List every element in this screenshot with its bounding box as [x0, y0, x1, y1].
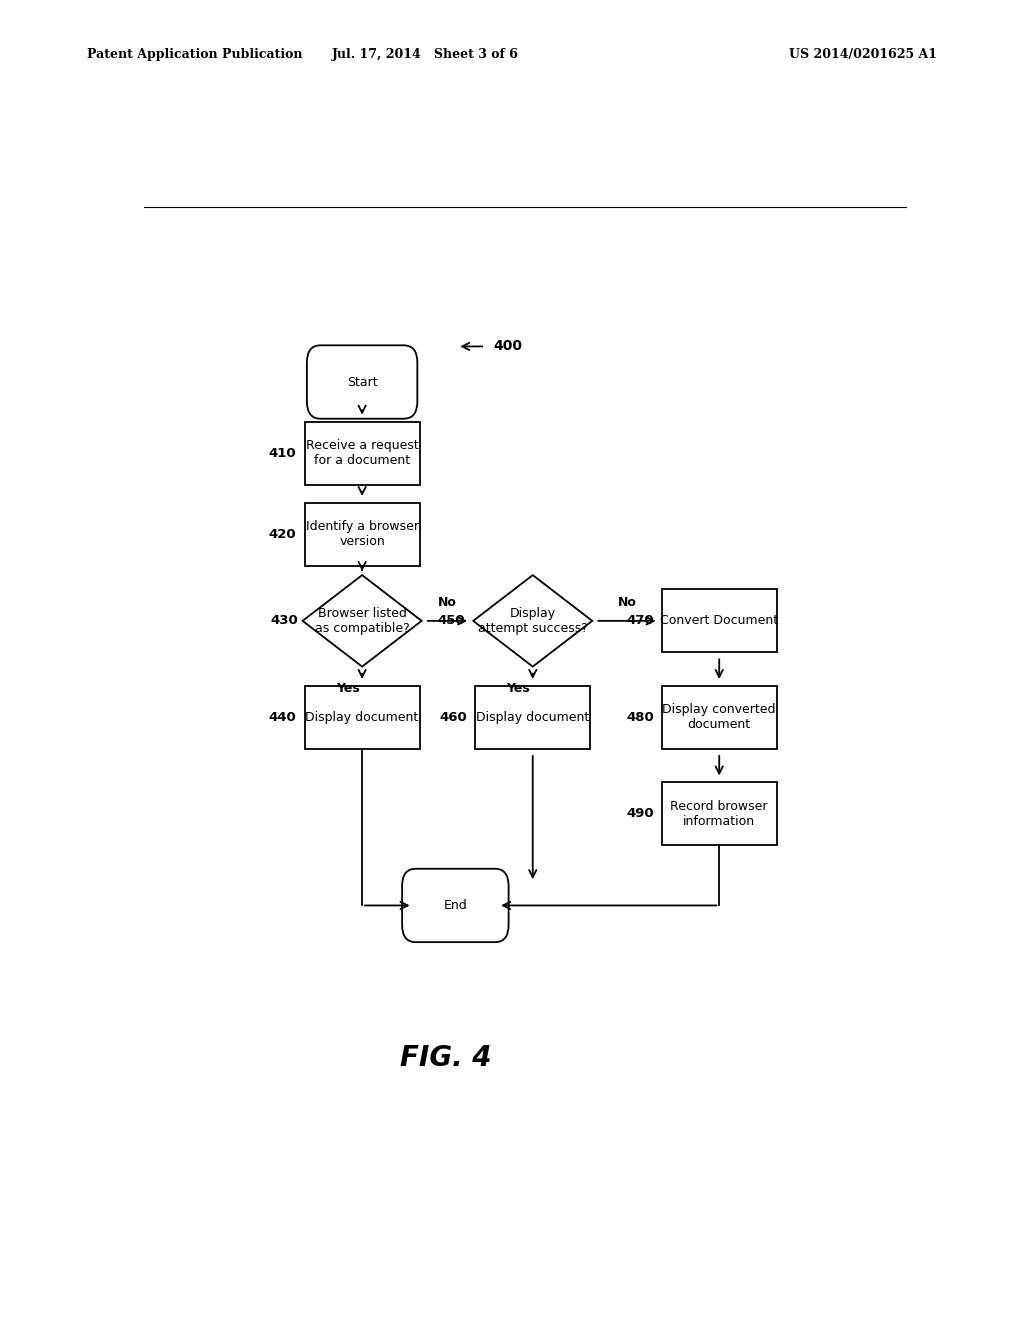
- Text: Display document: Display document: [476, 711, 590, 723]
- Text: Display document: Display document: [305, 711, 419, 723]
- Text: 470: 470: [626, 614, 653, 627]
- FancyBboxPatch shape: [662, 686, 777, 748]
- FancyBboxPatch shape: [402, 869, 509, 942]
- Text: Identify a browser
version: Identify a browser version: [305, 520, 419, 549]
- FancyBboxPatch shape: [662, 783, 777, 846]
- Text: 420: 420: [269, 528, 297, 541]
- Text: 440: 440: [269, 711, 297, 723]
- Text: US 2014/0201625 A1: US 2014/0201625 A1: [788, 48, 937, 61]
- Text: Patent Application Publication: Patent Application Publication: [87, 48, 302, 61]
- Text: 480: 480: [626, 711, 653, 723]
- Text: Display converted
document: Display converted document: [663, 704, 776, 731]
- FancyBboxPatch shape: [307, 346, 418, 418]
- Text: Yes: Yes: [507, 682, 530, 696]
- Text: 400: 400: [494, 339, 522, 354]
- Text: Display
attempt success?: Display attempt success?: [478, 607, 588, 635]
- Text: Receive a request
for a document: Receive a request for a document: [306, 440, 419, 467]
- Text: Jul. 17, 2014   Sheet 3 of 6: Jul. 17, 2014 Sheet 3 of 6: [332, 48, 518, 61]
- Text: Start: Start: [347, 375, 378, 388]
- FancyBboxPatch shape: [662, 589, 777, 652]
- Text: 410: 410: [269, 446, 297, 459]
- Text: Convert Document: Convert Document: [660, 614, 778, 627]
- Text: 460: 460: [439, 711, 467, 723]
- Text: Record browser
information: Record browser information: [671, 800, 768, 828]
- FancyBboxPatch shape: [304, 686, 420, 748]
- Text: 450: 450: [437, 614, 465, 627]
- Text: FIG. 4: FIG. 4: [399, 1044, 492, 1072]
- FancyBboxPatch shape: [475, 686, 590, 748]
- Text: End: End: [443, 899, 467, 912]
- FancyBboxPatch shape: [304, 503, 420, 566]
- Text: No: No: [438, 597, 457, 609]
- Text: 430: 430: [270, 614, 298, 627]
- Text: Yes: Yes: [336, 682, 359, 696]
- Polygon shape: [473, 576, 592, 667]
- FancyBboxPatch shape: [304, 421, 420, 484]
- Text: No: No: [617, 597, 636, 609]
- Polygon shape: [303, 576, 422, 667]
- Text: 490: 490: [626, 808, 653, 821]
- Text: Browser listed
as compatible?: Browser listed as compatible?: [314, 607, 410, 635]
